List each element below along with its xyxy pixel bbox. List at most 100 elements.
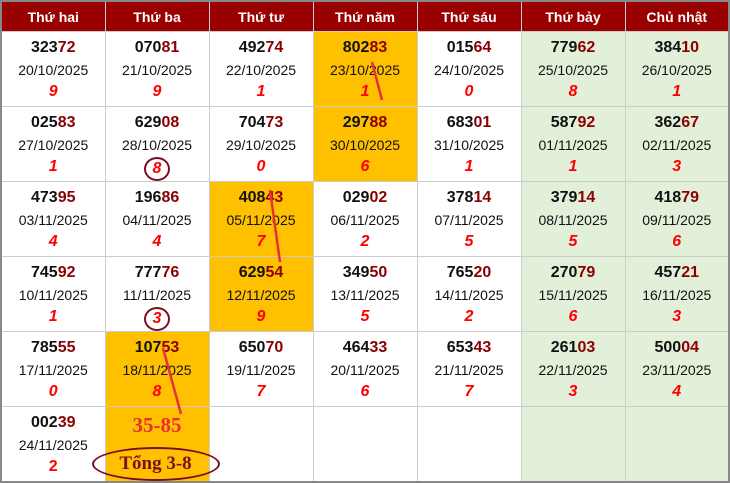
date: 12/11/2025 [226,287,296,303]
number-tail: 02 [369,189,388,206]
digit-sum: 7 [464,383,474,400]
result-number: 02902 [314,189,417,207]
header-1: Thứ ba [104,0,210,32]
number-head: 384 [654,39,682,56]
digit-sum: 5 [464,233,474,250]
result-number: 65070 [210,339,313,357]
digit-sum: 1 [568,158,578,175]
date: 08/11/2025 [538,212,608,228]
date: 24/10/2025 [433,62,505,78]
number-head: 323 [31,39,58,56]
result-number: 62954 [210,264,313,282]
day-cell [208,406,314,483]
digit-sum: 4 [672,383,682,400]
day-cell: 77776 11/11/2025 3 [104,256,210,332]
day-cell: 41879 09/11/2025 6 [624,181,730,257]
date: 28/10/2025 [121,137,193,153]
number-head: 297 [342,114,370,131]
number-head: 349 [342,264,370,281]
result-number: 34950 [314,264,417,282]
date: 18/11/2025 [122,362,192,378]
digit-sum: 6 [360,158,370,175]
date: 29/10/2025 [225,137,297,153]
digit-sum: 3 [672,308,682,325]
number-head: 653 [446,339,474,356]
result-number: 65343 [418,339,521,357]
digit-sum: 0 [48,383,58,400]
number-head: 418 [654,189,682,206]
result-number: 37814 [418,189,521,207]
number-head: 500 [654,339,682,356]
number-tail: 83 [57,114,76,131]
result-number: 02583 [2,114,105,132]
day-cell: 07081 21/10/2025 9 [104,31,210,107]
result-number: 62908 [106,114,209,132]
number-tail: 64 [473,39,492,56]
prediction-total: Tổng 3-8 [91,447,220,481]
digit-sum: 1 [256,83,266,100]
digit-sum: 1 [48,158,58,175]
date: 22/11/2025 [538,362,608,378]
day-cell: 49274 22/10/2025 1 [208,31,314,107]
number-tail: 20 [473,264,492,281]
digit-sum: 2 [464,308,474,325]
digit-sum: 3 [568,383,578,400]
digit-sum: 4 [152,233,162,250]
digit-sum: 7 [256,233,266,250]
number-tail: 03 [577,339,596,356]
number-tail: 92 [577,114,596,131]
day-cell: 50004 23/11/2025 4 [624,331,730,407]
number-head: 704 [238,114,266,131]
number-head: 196 [134,189,162,206]
number-tail: 54 [265,264,284,281]
result-number: 41879 [626,189,729,207]
digit-sum: 9 [256,308,266,325]
number-head: 270 [550,264,578,281]
digit-sum: 3 [144,307,170,331]
result-number: 77776 [106,264,209,282]
number-tail: 43 [473,339,492,356]
day-cell: 62908 28/10/2025 8 [104,106,210,182]
day-cell: 40843 05/11/2025 7 [208,181,314,257]
number-tail: 04 [681,339,699,356]
date: 23/11/2025 [642,362,712,378]
number-tail: 95 [57,189,76,206]
number-head: 029 [342,189,370,206]
number-head: 779 [550,39,578,56]
day-cell: 80283 23/10/2025 1 [312,31,418,107]
number-head: 002 [31,414,58,431]
number-head: 025 [31,114,58,131]
date: 27/10/2025 [18,137,89,153]
day-cell: 45721 16/11/2025 3 [624,256,730,332]
prediction-pair: 35-85 [132,413,182,437]
digit-sum: 0 [464,83,474,100]
number-tail: 86 [161,189,180,206]
date: 23/10/2025 [329,62,401,78]
number-tail: 92 [57,264,76,281]
day-cell [312,406,418,483]
result-number: 70473 [210,114,313,132]
date: 13/11/2025 [330,287,400,303]
day-cell [624,406,730,483]
result-number: 47395 [2,189,105,207]
date: 25/10/2025 [537,62,609,78]
digit-sum: 6 [568,308,578,325]
number-tail: 88 [369,114,388,131]
number-head: 378 [446,189,474,206]
header-4: Thứ sáu [416,0,522,32]
day-cell: 78555 17/11/2025 0 [0,331,106,407]
date: 07/11/2025 [434,212,504,228]
number-head: 492 [238,39,266,56]
date: 06/11/2025 [330,212,400,228]
date: 11/11/2025 [123,287,191,303]
day-cell: 65070 19/11/2025 7 [208,331,314,407]
digit-sum: 9 [48,83,58,100]
number-head: 765 [446,264,474,281]
day-cell: 77962 25/10/2025 8 [520,31,626,107]
day-cell: 27079 15/11/2025 6 [520,256,626,332]
result-number: 58792 [522,114,625,132]
number-tail: 74 [265,39,284,56]
date: 20/10/2025 [18,62,89,78]
